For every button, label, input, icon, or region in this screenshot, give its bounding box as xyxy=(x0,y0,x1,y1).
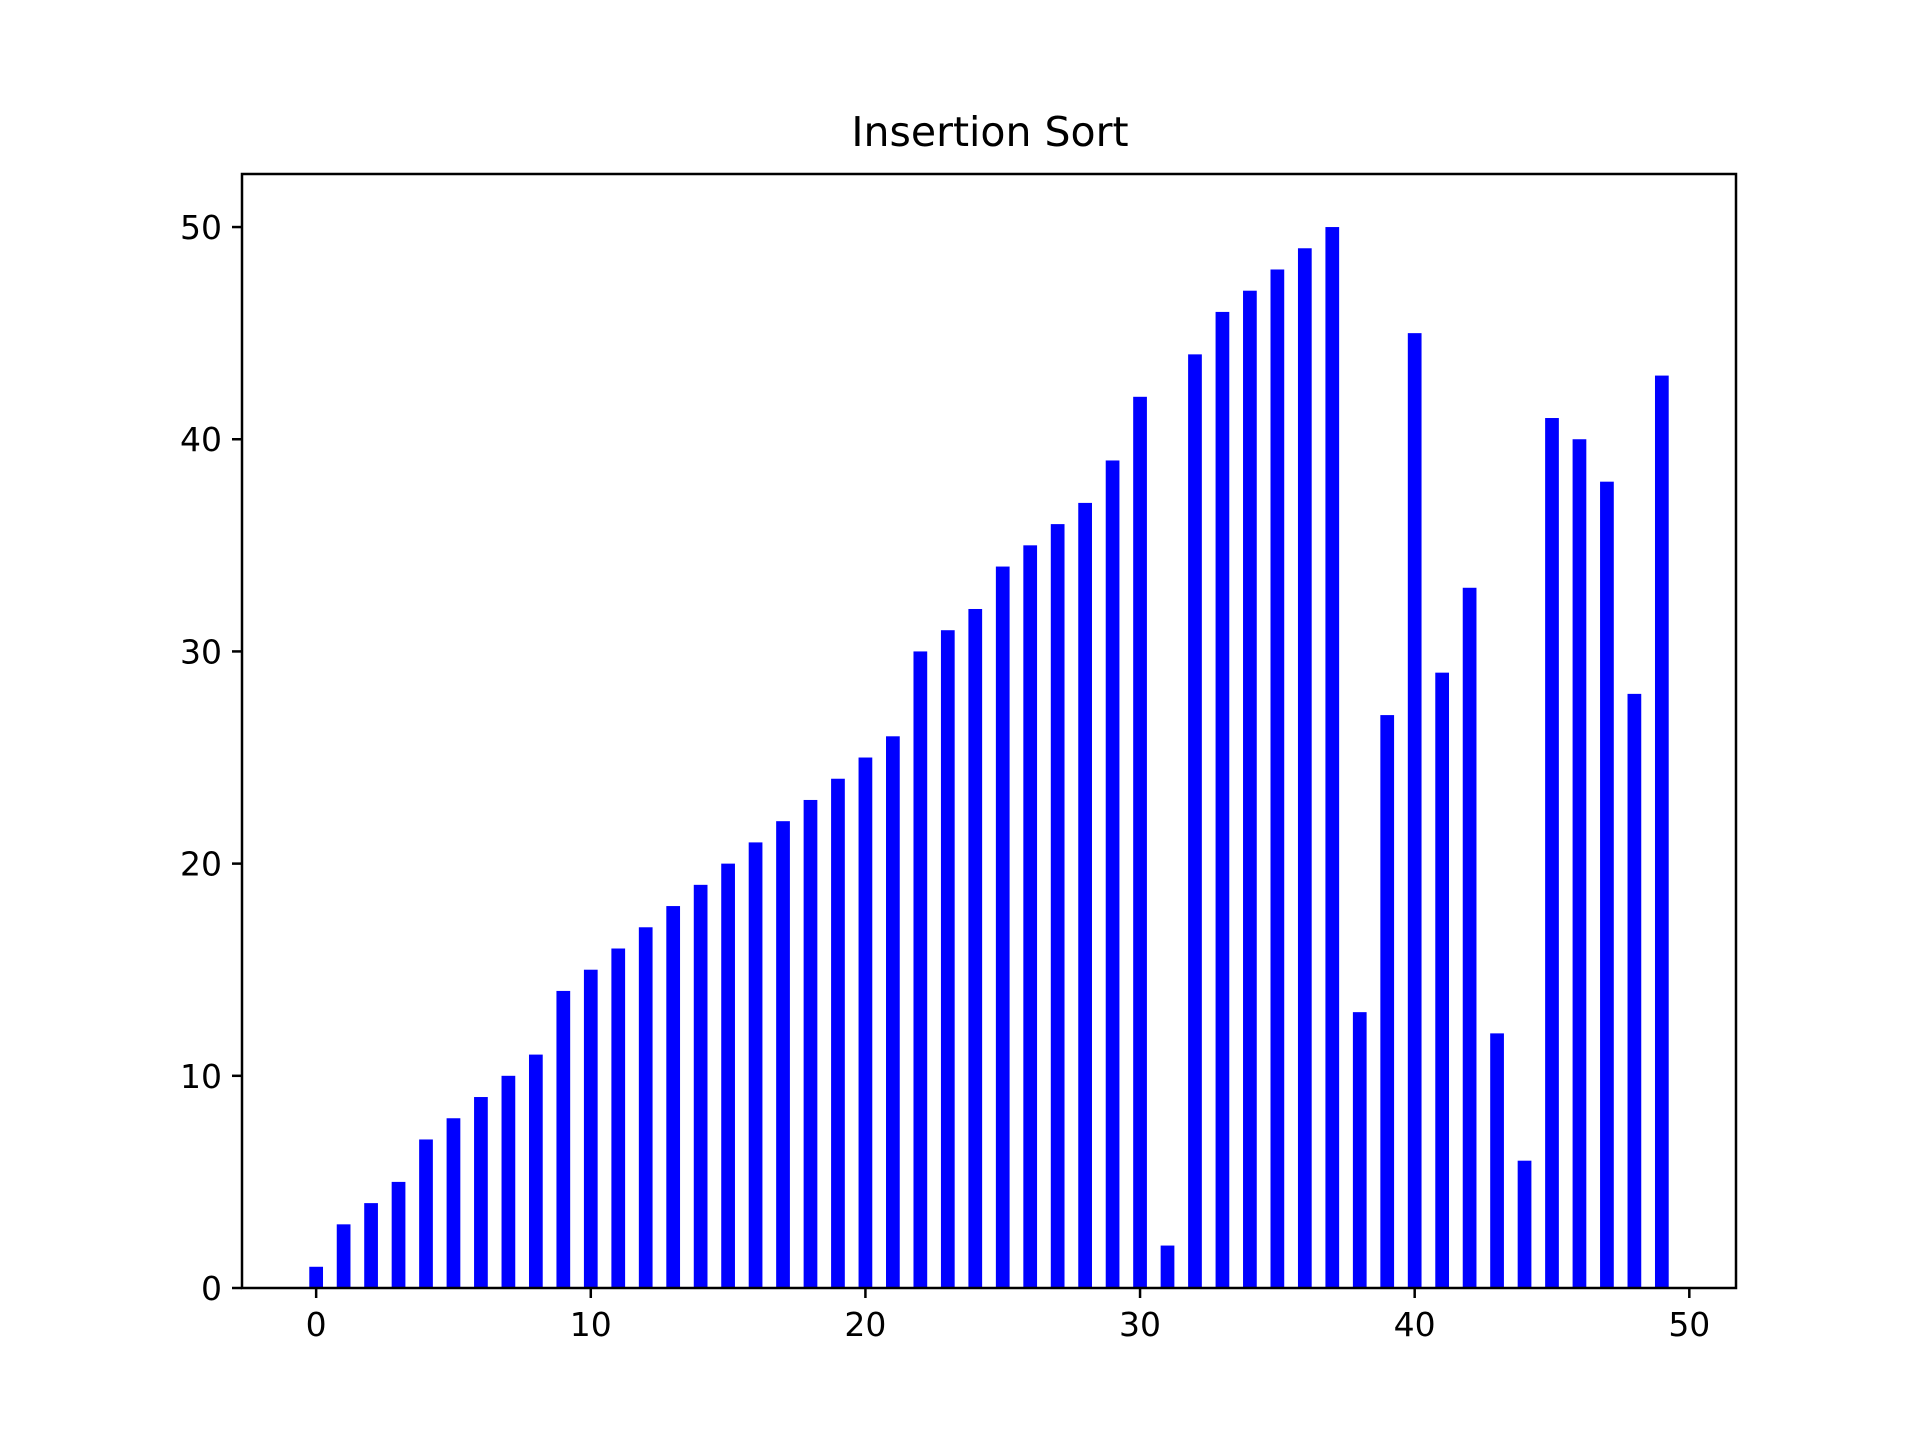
bar-23 xyxy=(940,630,955,1288)
bar-48 xyxy=(1627,693,1642,1288)
bar-8 xyxy=(528,1054,543,1288)
y-tick-label-40: 40 xyxy=(180,420,222,459)
bar-36 xyxy=(1297,248,1312,1288)
bar-15 xyxy=(721,863,735,1288)
bar-17 xyxy=(776,821,790,1288)
bar-10 xyxy=(583,969,598,1288)
bar-14 xyxy=(693,884,708,1288)
bar-42 xyxy=(1462,587,1477,1288)
bar-2 xyxy=(364,1203,378,1288)
bar-11 xyxy=(611,948,626,1288)
bar-44 xyxy=(1517,1160,1532,1288)
bar-30 xyxy=(1133,396,1147,1288)
bar-40 xyxy=(1407,333,1422,1288)
plot-area-frame xyxy=(240,172,1738,1290)
bar-16 xyxy=(748,842,763,1288)
bar-21 xyxy=(886,736,900,1288)
y-tick-label-30: 30 xyxy=(180,632,222,671)
bar-24 xyxy=(968,608,983,1288)
bar-13 xyxy=(666,906,681,1288)
bar-20 xyxy=(858,757,873,1288)
bar-47 xyxy=(1600,481,1614,1288)
bar-43 xyxy=(1490,1033,1504,1288)
x-tick-label-10: 10 xyxy=(570,1305,612,1344)
bar-1 xyxy=(336,1224,351,1288)
bar-41 xyxy=(1435,672,1450,1288)
bar-12 xyxy=(638,927,653,1288)
bars-group xyxy=(309,227,1669,1289)
y-ticks-group: 0 10 20 30 40 50 xyxy=(180,208,242,1308)
x-tick-label-30: 30 xyxy=(1119,1305,1161,1344)
bar-0 xyxy=(309,1266,324,1288)
bar-26 xyxy=(1023,545,1038,1288)
bar-46 xyxy=(1572,439,1587,1288)
bar-19 xyxy=(831,778,845,1288)
y-tick-label-20: 20 xyxy=(180,845,222,884)
x-tick-label-0: 0 xyxy=(306,1305,327,1344)
bar-22 xyxy=(913,651,928,1288)
x-tick-label-20: 20 xyxy=(844,1305,886,1344)
bar-7 xyxy=(501,1075,516,1288)
x-tick-label-50: 50 xyxy=(1668,1305,1710,1344)
x-ticks-group: 0 10 20 30 40 50 xyxy=(306,1288,1710,1344)
bar-34 xyxy=(1243,290,1257,1288)
bar-9 xyxy=(556,990,571,1288)
bar-31 xyxy=(1160,1245,1175,1288)
bar-29 xyxy=(1105,460,1120,1289)
bar-18 xyxy=(803,799,818,1288)
bar-38 xyxy=(1352,1012,1367,1288)
chart-title: Insertion Sort xyxy=(851,108,1128,156)
bar-3 xyxy=(391,1181,406,1288)
bar-37 xyxy=(1325,227,1340,1288)
y-tick-label-10: 10 xyxy=(180,1057,222,1096)
bar-35 xyxy=(1270,269,1285,1288)
bar-25 xyxy=(995,566,1010,1288)
x-tick-label-40: 40 xyxy=(1394,1305,1436,1344)
bar-32 xyxy=(1188,354,1202,1288)
bar-4 xyxy=(419,1139,433,1288)
bar-33 xyxy=(1215,311,1230,1288)
bar-49 xyxy=(1654,375,1669,1289)
bar-39 xyxy=(1380,715,1395,1288)
bar-27 xyxy=(1050,524,1065,1288)
y-tick-label-50: 50 xyxy=(180,208,222,247)
bar-28 xyxy=(1078,502,1092,1288)
bar-5 xyxy=(446,1118,461,1288)
y-tick-label-0: 0 xyxy=(201,1269,222,1308)
bar-45 xyxy=(1545,418,1559,1288)
bar-6 xyxy=(474,1097,488,1288)
